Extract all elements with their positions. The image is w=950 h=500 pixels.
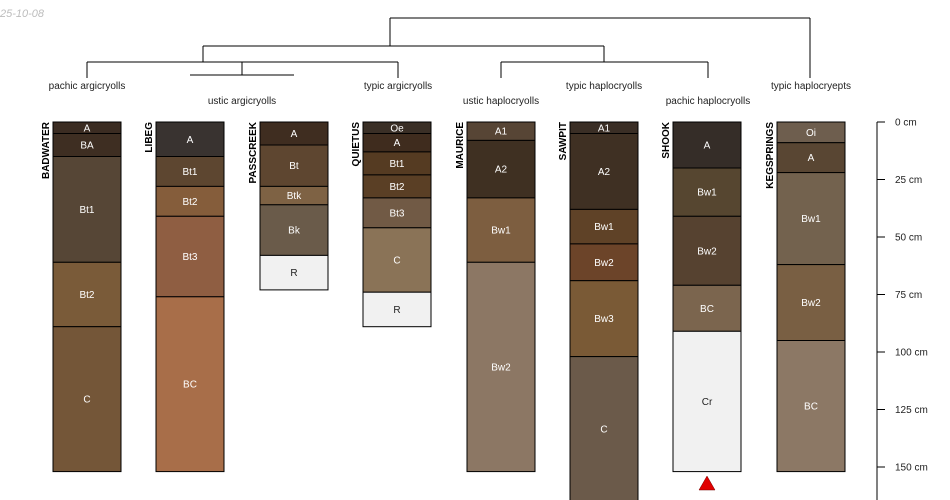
- horizon-block: [569, 243, 639, 282]
- horizon-block: [155, 296, 225, 473]
- horizon-label: Oe: [390, 123, 404, 134]
- horizon-label: Bk: [288, 226, 301, 237]
- profile-name: PASSCREEK: [248, 121, 259, 183]
- horizon-label: Bw1: [594, 222, 614, 233]
- depth-tick-label: 50 cm: [895, 233, 922, 244]
- taxonomic-class-label: typic haplocryolls: [566, 81, 642, 92]
- horizon-label: A: [291, 129, 298, 140]
- horizon-label: R: [393, 305, 400, 316]
- horizon-block: [362, 291, 432, 328]
- horizon-block: [259, 144, 329, 187]
- horizon-label: Bt3: [389, 208, 404, 219]
- horizon-block: [569, 356, 639, 500]
- horizon-label: Bt3: [182, 252, 197, 263]
- depth-tick-label: 25 cm: [895, 175, 922, 186]
- depth-tick-label: 75 cm: [895, 290, 922, 301]
- taxonomic-class-label: typic argicryolls: [364, 81, 432, 92]
- horizon-block: [155, 156, 225, 187]
- horizon-label: Bw2: [801, 298, 821, 309]
- horizon-block: [776, 172, 846, 266]
- horizon-label: R: [290, 268, 297, 279]
- horizon-block: [362, 227, 432, 293]
- horizon-block: [672, 330, 742, 473]
- profile-name: QUIETUS: [351, 122, 362, 167]
- horizon-block: [466, 197, 536, 263]
- horizon-label: A1: [598, 123, 611, 134]
- horizon-block: [569, 208, 639, 245]
- horizon-label: Bw1: [491, 226, 511, 237]
- horizon-label: Bt: [289, 161, 299, 172]
- horizon-block: [259, 204, 329, 256]
- horizon-label: BC: [700, 304, 714, 315]
- horizon-label: C: [83, 395, 90, 406]
- depth-tick-label: 125 cm: [895, 405, 928, 416]
- profile-name: BADWATER: [41, 121, 52, 179]
- profile-name: MAURICE: [455, 122, 466, 169]
- horizon-label: A: [394, 138, 401, 149]
- horizon-block: [466, 261, 536, 473]
- horizon-label: A: [808, 153, 815, 164]
- horizon-label: Bt1: [79, 205, 94, 216]
- horizon-block: [155, 121, 225, 157]
- depth-tick-label: 150 cm: [895, 463, 928, 474]
- horizon-label: Bt2: [182, 197, 197, 208]
- horizon-label: Bw3: [594, 314, 614, 325]
- horizon-label: Oi: [806, 128, 816, 139]
- date-stamp: 25-10-08: [0, 8, 45, 20]
- taxonomic-class-label: ustic haplocryolls: [463, 96, 539, 107]
- truncation-marker: [698, 475, 716, 491]
- profile-name: LIBEG: [144, 122, 155, 153]
- horizon-label: A: [187, 135, 194, 146]
- horizon-label: Bw1: [801, 214, 821, 225]
- horizon-label: BA: [80, 141, 94, 152]
- horizon-label: Bw1: [697, 188, 717, 199]
- horizon-block: [776, 340, 846, 473]
- horizon-block: [466, 139, 536, 199]
- horizon-label: C: [600, 425, 607, 436]
- taxonomic-class-label: pachic argicryolls: [49, 81, 126, 92]
- profile-name: KEGSPRINGS: [765, 122, 776, 189]
- horizon-label: BC: [804, 402, 818, 413]
- horizon-label: BC: [183, 380, 197, 391]
- horizon-block: [259, 254, 329, 291]
- horizon-label: Btk: [287, 191, 302, 202]
- horizon-label: Bw2: [697, 246, 717, 257]
- horizon-label: C: [393, 256, 400, 267]
- horizon-block: [776, 142, 846, 174]
- horizon-block: [672, 284, 742, 332]
- horizon-label: A2: [495, 165, 508, 176]
- taxonomic-class-label: pachic haplocryolls: [666, 96, 751, 107]
- horizon-label: Bt2: [79, 290, 94, 301]
- profile-name: SAWPIT: [558, 122, 569, 160]
- depth-tick-label: 0 cm: [895, 118, 917, 129]
- horizon-label: Bw2: [594, 258, 614, 269]
- horizon-block: [672, 215, 742, 286]
- horizon-label: Bt1: [182, 167, 197, 178]
- profile-name: SHOOK: [661, 121, 672, 158]
- horizon-label: Bw2: [491, 362, 511, 373]
- horizon-label: A: [84, 123, 91, 134]
- horizon-label: Bt2: [389, 182, 404, 193]
- horizon-label: A: [704, 141, 711, 152]
- horizon-label: Bt1: [389, 159, 404, 170]
- taxonomic-class-label: typic haplocryepts: [771, 81, 851, 92]
- taxonomic-class-label: ustic argicryolls: [208, 96, 276, 107]
- horizon-label: A2: [598, 167, 611, 178]
- horizon-label: A1: [495, 127, 508, 138]
- horizon-block: [155, 185, 225, 217]
- depth-tick-label: 100 cm: [895, 348, 928, 359]
- horizon-label: Cr: [702, 397, 713, 408]
- horizon-block: [52, 326, 122, 473]
